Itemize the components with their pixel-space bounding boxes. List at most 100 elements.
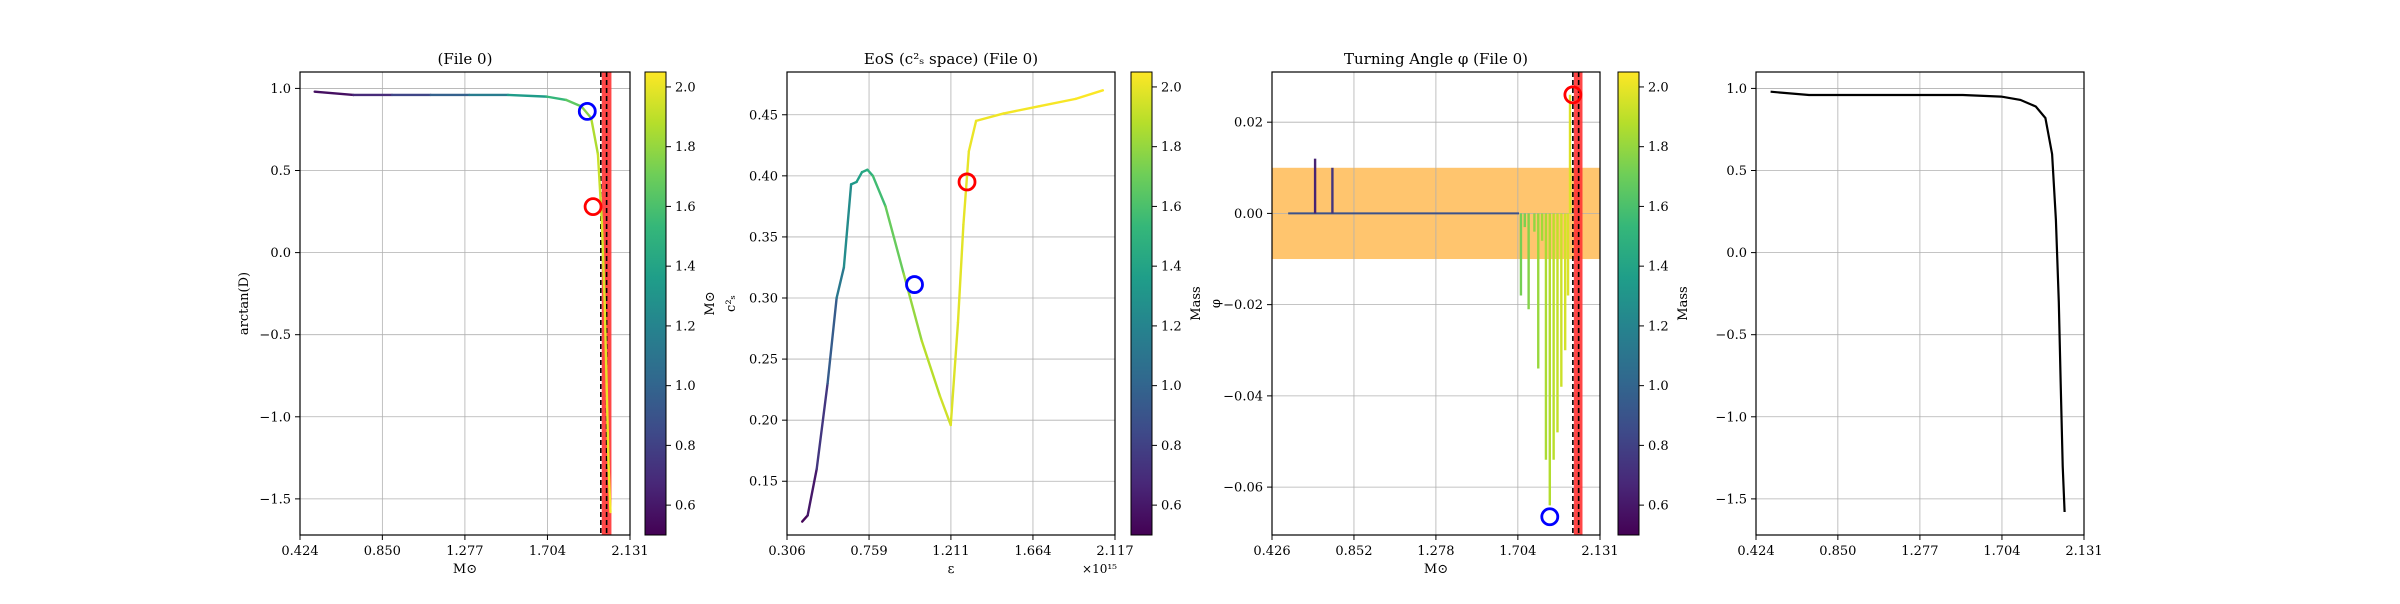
series-segment [605, 382, 610, 468]
x-tick-label: 1.211 [932, 544, 969, 559]
colorbar-tick-label: 1.0 [1648, 379, 1669, 394]
colorbar-tick-label: 1.8 [1648, 140, 1669, 155]
series-segment [920, 339, 942, 397]
series-segment [967, 119, 978, 153]
y-tick-label: 1.0 [270, 82, 291, 97]
x-axis-label: ε [948, 562, 955, 577]
colorbar-tick-label: 1.0 [1161, 379, 1182, 394]
series-segment [1038, 97, 1077, 108]
x-tick-label: 2.131 [1581, 544, 1618, 559]
y-tick-label: −0.06 [1223, 481, 1263, 496]
colorbar-label: Mass [1676, 286, 1691, 320]
x-axis-label: M⊙ [1424, 562, 1448, 577]
series-segment [1074, 89, 1105, 101]
y-tick-label: 0.5 [1726, 164, 1747, 179]
series-segment [806, 467, 818, 517]
colorbar-label: M⊙ [703, 291, 718, 315]
y-tick-label: 0.20 [749, 414, 778, 429]
colorbar [644, 71, 667, 536]
colorbar-tick-label: 1.2 [1161, 319, 1182, 334]
chart-panel-4: 0.424 0.850 1.277 1.704 2.131 1.0 0.5 0.0 −0.5 −1… [1715, 71, 2103, 559]
y-tick-label: 0.35 [749, 230, 778, 245]
colorbar-label: Mass [1189, 286, 1204, 320]
x-tick-label: 2.131 [611, 544, 648, 559]
x-axis-label: M⊙ [453, 562, 477, 577]
colorbar-tick-label: 1.4 [675, 260, 696, 275]
y-axis-label: φ [1209, 299, 1224, 308]
colorbar-tick-label: 0.8 [1648, 439, 1669, 454]
colorbar-tick-label: 1.8 [675, 140, 696, 155]
series-line [1770, 90, 2066, 513]
y-tick-label: −0.5 [259, 328, 291, 343]
series-segment [600, 218, 606, 304]
unstable-band [601, 72, 612, 535]
colorbar-tick-label: 1.2 [675, 319, 696, 334]
chart-panel-3: 0.426 0.852 1.278 1.704 2.131 0.02 0.00 −0.02 −0… [1209, 50, 1691, 577]
y-tick-label: 1.0 [1726, 82, 1747, 97]
x-tick-label: 0.852 [1335, 544, 1372, 559]
series-segment [938, 394, 952, 427]
chart-panel-2: 0.306 0.759 1.211 1.664 2.117 0.15 0.20 0.25 0.3… [724, 50, 1204, 577]
colorbar-tick-label: 0.8 [675, 439, 696, 454]
y-tick-label: 0.15 [749, 475, 778, 490]
x-tick-label: 0.850 [1819, 544, 1856, 559]
x-tick-label: 1.704 [1983, 544, 2020, 559]
y-tick-label: 0.45 [749, 108, 778, 123]
x-tick-label: 1.704 [529, 544, 566, 559]
y-tick-label: −0.04 [1223, 389, 1263, 404]
series-segment [603, 300, 608, 386]
series-segment [835, 266, 846, 300]
colorbar [1617, 71, 1640, 536]
chart-title: Turning Angle φ (File 0) [1344, 50, 1528, 68]
x-tick-label: 0.306 [768, 544, 805, 559]
series-segment [884, 205, 905, 275]
colorbar-tick-label: 0.8 [1161, 439, 1182, 454]
series-segment [855, 170, 864, 184]
plot-area [300, 72, 630, 535]
y-tick-label: −0.02 [1223, 298, 1263, 313]
y-tick-label: 0.25 [749, 353, 778, 368]
series-segment [956, 223, 965, 324]
series-segment [949, 321, 960, 427]
x-tick-label: 1.278 [1417, 544, 1454, 559]
colorbar-tick-label: 1.4 [1161, 260, 1182, 275]
x-tick-label: 0.424 [281, 544, 318, 559]
y-tick-label: 0.00 [1234, 207, 1263, 222]
y-tick-label: 0.0 [270, 246, 291, 261]
highlight-marker [1540, 507, 1560, 527]
series-segment [815, 382, 829, 471]
series-segment [564, 98, 583, 108]
colorbar-tick-label: 0.6 [675, 499, 696, 514]
colorbar-tick-label: 1.8 [1161, 140, 1182, 155]
highlight-marker [1563, 85, 1583, 105]
plot-area [1272, 72, 1600, 535]
colorbar-tick-label: 1.0 [675, 379, 696, 394]
highlight-marker [957, 172, 977, 192]
chart-title: EoS (c²ₛ space) (File 0) [864, 50, 1038, 68]
colorbar-tick-label: 1.6 [675, 200, 696, 215]
x-tick-label: 2.117 [1096, 544, 1133, 559]
y-tick-label: −0.5 [1715, 328, 1747, 343]
y-axis-label: arctan(D) [237, 272, 252, 335]
series-segment [871, 174, 887, 208]
plot-area [1756, 72, 2084, 535]
unstable-band [1573, 72, 1583, 535]
plot-area [787, 72, 1115, 535]
series-segment [801, 514, 809, 523]
y-tick-label: 0.02 [1234, 116, 1263, 131]
y-tick-label: 0.40 [749, 169, 778, 184]
series-segment [842, 183, 853, 269]
y-tick-label: 0.0 [1726, 246, 1747, 261]
series-segment [545, 95, 568, 102]
series-segment [589, 116, 600, 156]
y-tick-label: −1.0 [1715, 410, 1747, 425]
chart-title: (File 0) [438, 50, 493, 68]
series-segment [607, 464, 612, 514]
x-tick-label: 0.426 [1253, 544, 1290, 559]
colorbar-tick-label: 1.6 [1161, 200, 1182, 215]
y-tick-label: −1.5 [259, 492, 291, 507]
x-tick-label: 2.131 [2065, 544, 2102, 559]
colorbar-tick-label: 0.6 [1161, 499, 1182, 514]
y-tick-label: 0.5 [270, 164, 291, 179]
